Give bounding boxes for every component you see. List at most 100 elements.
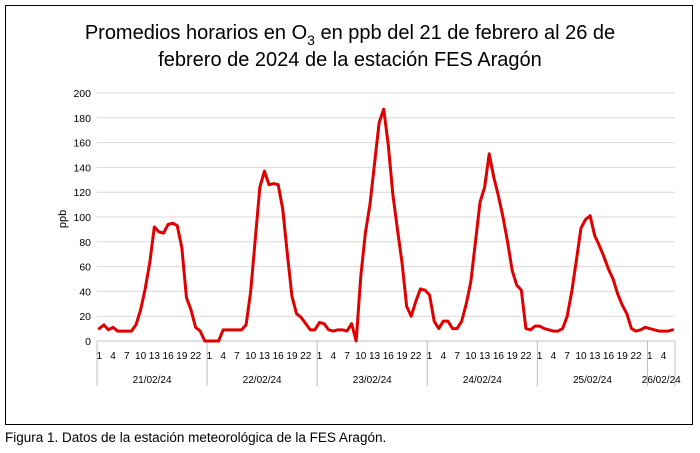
x-tick-label: 7 (344, 351, 350, 362)
y-tick-label: 120 (73, 187, 91, 199)
day-label: 22/02/24 (243, 375, 282, 386)
data-point (345, 329, 349, 333)
x-tick-label: 1 (97, 351, 103, 362)
data-point (543, 327, 546, 330)
data-point (166, 223, 170, 226)
chart-title-line-2: febrero de 2024 de la estación FES Aragó… (158, 49, 542, 71)
data-point (276, 183, 280, 186)
data-point (639, 328, 642, 332)
data-point (593, 234, 596, 237)
data-point (263, 169, 266, 173)
data-point (176, 224, 179, 227)
data-point (501, 215, 505, 219)
data-point (584, 218, 587, 221)
data-point (515, 284, 518, 287)
x-tick-label: 7 (454, 351, 460, 362)
data-point (561, 327, 564, 330)
x-tick-label: 1 (317, 351, 323, 362)
data-point (529, 328, 532, 332)
data-point (309, 328, 312, 332)
data-point (240, 328, 243, 332)
data-point (249, 290, 252, 293)
day-label: 25/02/24 (573, 375, 612, 386)
y-tick-label: 60 (79, 262, 91, 274)
data-point (657, 329, 661, 333)
x-tick-label: 16 (493, 351, 505, 362)
x-tick-label: 13 (369, 351, 381, 362)
data-point (423, 288, 427, 292)
data-point (304, 322, 307, 325)
data-point (354, 339, 358, 343)
data-point (611, 277, 615, 281)
data-point (662, 329, 665, 333)
figure-caption: Figura 1. Datos de la estación meteoroló… (5, 430, 387, 445)
x-tick-label: 22 (630, 351, 642, 362)
data-point (171, 222, 174, 225)
data-point (332, 329, 335, 333)
data-point (267, 183, 271, 186)
data-point (414, 300, 418, 303)
x-tick-label: 13 (479, 351, 491, 362)
x-tick-label: 13 (589, 351, 601, 362)
data-point (318, 321, 321, 324)
x-tick-label: 7 (124, 351, 130, 362)
data-point (194, 326, 197, 329)
data-point (373, 162, 376, 165)
x-tick-label: 10 (245, 351, 257, 362)
ozone-line-chart: Promedios horarios en O3 en ppb del 21 d… (57, 22, 681, 386)
day-label: 23/02/24 (353, 375, 392, 386)
data-point (286, 253, 289, 256)
data-point (400, 261, 404, 265)
x-tick-label: 13 (149, 351, 161, 362)
x-tick-label: 19 (176, 351, 188, 362)
x-tick-label: 1 (427, 351, 433, 362)
x-tick-label: 4 (441, 351, 447, 362)
data-point (162, 231, 165, 235)
data-point (244, 323, 248, 327)
x-tick-label: 13 (259, 351, 271, 362)
data-point (570, 290, 573, 293)
data-point (341, 328, 344, 332)
x-tick-label: 19 (396, 351, 408, 362)
x-tick-label: 1 (207, 351, 213, 362)
data-point (143, 287, 147, 291)
data-point (469, 280, 473, 283)
data-point (391, 193, 395, 196)
data-point (666, 329, 670, 333)
data-point (451, 327, 454, 330)
data-point (446, 319, 450, 323)
data-point (272, 182, 275, 185)
y-tick-label: 20 (79, 311, 91, 323)
data-point (524, 327, 528, 330)
data-point (180, 246, 184, 250)
data-point (134, 323, 138, 327)
x-tick-label: 4 (661, 351, 667, 362)
data-point (125, 329, 129, 333)
data-point (442, 319, 445, 323)
y-tick-label: 180 (73, 113, 91, 125)
data-point (565, 315, 569, 318)
data-point (575, 259, 578, 262)
data-point (231, 328, 234, 332)
y-tick-label: 40 (79, 286, 91, 298)
data-point (382, 107, 385, 111)
x-tick-label: 4 (220, 351, 226, 362)
data-point (322, 322, 326, 325)
data-point (538, 324, 541, 328)
data-point (254, 238, 257, 241)
y-tick-label: 80 (79, 237, 91, 249)
data-point (359, 275, 362, 278)
x-tick-label: 16 (383, 351, 395, 362)
x-tick-label: 10 (355, 351, 367, 362)
data-point (634, 329, 638, 333)
x-tick-label: 10 (465, 351, 477, 362)
x-tick-label: 4 (551, 351, 557, 362)
data-point (616, 292, 619, 296)
data-point (579, 226, 583, 230)
data-point (217, 339, 220, 343)
data-point (492, 176, 496, 179)
data-point (189, 308, 193, 312)
data-point (139, 308, 142, 312)
data-point (455, 327, 459, 330)
